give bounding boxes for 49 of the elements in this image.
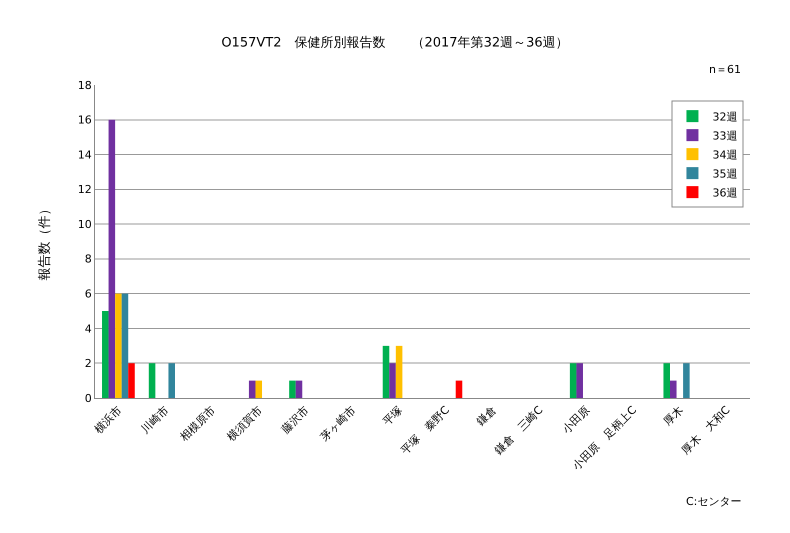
x-tick-label: 茅ヶ崎市 bbox=[318, 404, 358, 444]
y-tick-label: 18 bbox=[78, 78, 92, 92]
y-tick-label: 4 bbox=[84, 322, 92, 336]
legend-label: 33週 bbox=[712, 129, 738, 142]
bar bbox=[289, 380, 296, 398]
y-tick-label: 14 bbox=[78, 148, 92, 162]
bar bbox=[570, 363, 576, 398]
legend-label: 32週 bbox=[712, 110, 738, 124]
text: C:センター bbox=[686, 495, 742, 508]
x-tick-label: 鎌倉 bbox=[474, 404, 499, 428]
x-tick-label: 横浜市 bbox=[92, 404, 124, 436]
y-tick-label: 10 bbox=[78, 218, 92, 231]
y-tick-label: 6 bbox=[84, 288, 92, 301]
legend-label: 35週 bbox=[712, 167, 738, 180]
text: n＝61 bbox=[709, 63, 741, 76]
bar bbox=[663, 363, 670, 398]
bar bbox=[122, 294, 128, 398]
y-axis-title: 報告数（件） bbox=[38, 202, 53, 280]
bar bbox=[148, 363, 156, 398]
bar bbox=[382, 346, 390, 398]
bar bbox=[576, 363, 583, 398]
x-tick-label: 小田原 bbox=[560, 404, 592, 436]
x-tick-label: 相模原市 bbox=[178, 404, 218, 444]
bar bbox=[248, 380, 256, 398]
bar bbox=[389, 363, 396, 398]
x-tick-label: 藤沢市 bbox=[279, 404, 312, 436]
bar bbox=[255, 380, 262, 398]
y-tick-label: 8 bbox=[84, 252, 92, 266]
bar bbox=[128, 363, 135, 398]
x-tick-label: 横須賀市 bbox=[224, 404, 265, 444]
bar bbox=[108, 120, 116, 398]
bar bbox=[115, 294, 122, 398]
chart-title: O157VT2 保健所別報告数 （2017年第32週～36週） bbox=[221, 35, 569, 50]
y-tick-label: 12 bbox=[78, 183, 92, 196]
bar bbox=[102, 311, 109, 398]
bar bbox=[396, 346, 402, 398]
x-tick-label: 川崎市 bbox=[138, 404, 172, 436]
legend-label: 36週 bbox=[712, 186, 738, 200]
bar bbox=[683, 363, 690, 398]
legend-label: 34週 bbox=[712, 148, 738, 162]
y-tick-label: 16 bbox=[78, 114, 92, 127]
bar bbox=[296, 380, 302, 398]
bar bbox=[456, 380, 462, 398]
bar bbox=[670, 380, 677, 398]
y-tick-label: 0 bbox=[84, 392, 92, 405]
x-tick-label: 平塚 bbox=[380, 404, 406, 428]
bar bbox=[168, 363, 175, 398]
x-tick-label: 厚木 bbox=[661, 404, 686, 428]
y-tick-label: 2 bbox=[84, 357, 92, 370]
